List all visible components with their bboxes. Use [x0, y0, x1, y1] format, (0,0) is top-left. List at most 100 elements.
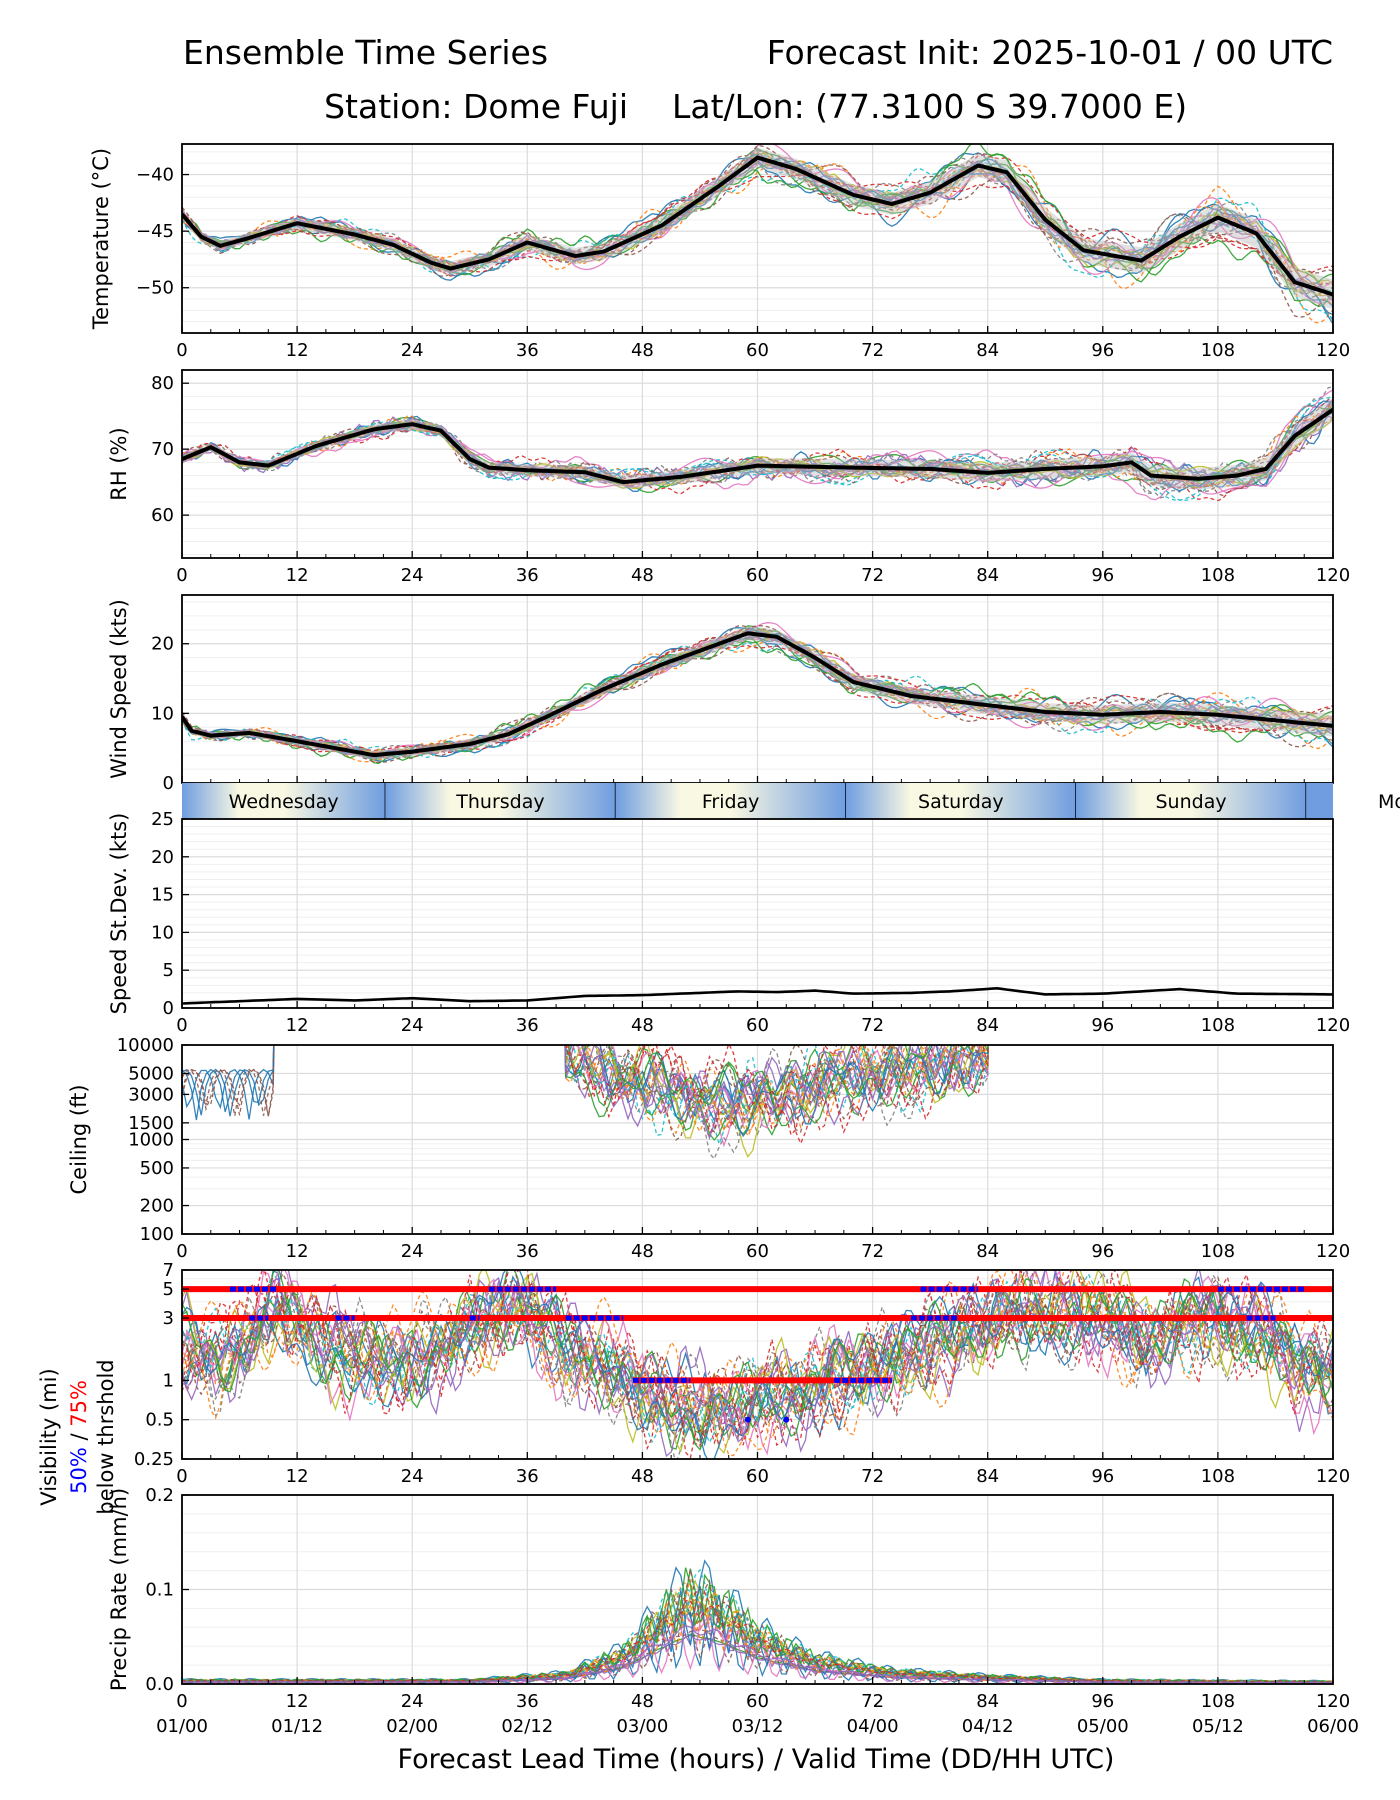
- y-tick-label: 1500: [128, 1113, 174, 1134]
- rh-panel: 0 12 24 36 48 60 72 84 96 108 120 60 70 80 RH (%): [107, 369, 1350, 586]
- x-tick-label: 96: [1091, 1015, 1114, 1036]
- y-axis-label: Temperature (°C): [89, 148, 113, 330]
- x-tick-label: 24: [401, 1691, 424, 1712]
- day-label: Sunday: [1155, 791, 1226, 813]
- speed-stdev-panel: 0 12 24 36 48 60 72 84 96 108 120 0 5 10 15 20 25 Speed S…: [107, 809, 1350, 1036]
- x-tick-label: 108: [1201, 1241, 1235, 1262]
- plot-area: [182, 1559, 1333, 1684]
- ensemble-member-line: [182, 400, 1333, 488]
- day-label: Friday: [702, 791, 760, 813]
- plot-area: [182, 1045, 990, 1161]
- ensemble-member-line: [564, 1045, 990, 1161]
- y-tick-label: −50: [136, 278, 174, 299]
- y-tick-label: 1: [163, 1370, 174, 1391]
- x-tick-label: 84: [976, 565, 999, 586]
- valid-time-label: 02/12: [501, 1716, 553, 1737]
- ensemble-member-line: [182, 396, 1333, 493]
- x-tick-label: 0: [176, 565, 187, 586]
- y-axis-label: RH (%): [107, 427, 131, 500]
- threshold-50-dot: [783, 1416, 790, 1423]
- x-tick-label: 60: [746, 565, 769, 586]
- ensemble-member-line: [182, 1569, 1333, 1683]
- y-tick-label: 5000: [128, 1063, 174, 1084]
- x-tick-label: 48: [631, 1466, 654, 1487]
- vis-label-50: 50%: [67, 1447, 91, 1494]
- x-tick-label: 108: [1201, 1466, 1235, 1487]
- x-tick-label: 60: [746, 1691, 769, 1712]
- ensemble-member-line: [182, 411, 1333, 493]
- ensemble-member-line: [182, 1270, 1333, 1459]
- y-tick-label: 5: [163, 960, 174, 981]
- ensemble-member-line: [182, 1045, 989, 1120]
- y-tick-label: 20: [151, 634, 174, 655]
- ensemble-member-line: [182, 625, 1333, 759]
- wind-speed-panel: 0 10 20 Wind Speed (kts): [107, 594, 1334, 794]
- ensemble-member-line: [564, 1045, 989, 1158]
- x-tick-label: 108: [1201, 1015, 1235, 1036]
- temperature-panel: 0 12 24 36 48 60 72 84 96 108 120 −50 −45 −40 Temperat…: [89, 143, 1350, 361]
- y-tick-label: 80: [151, 373, 174, 394]
- x-tick-label: 24: [401, 1466, 424, 1487]
- x-tick-label: 24: [401, 1241, 424, 1262]
- x-tick-label: 12: [286, 1691, 309, 1712]
- y-tick-label: 0.0: [145, 1674, 174, 1695]
- spread-band: [182, 398, 1333, 490]
- y-tick-label: 0.2: [145, 1485, 174, 1506]
- visibility-panel: 0 12 24 36 48 60 72 84 96 108 120 0.25 0.5 1 3 57: [134, 1260, 1350, 1487]
- station-label: Station: Dome Fuji: [324, 87, 628, 126]
- plot-area: [182, 386, 1333, 502]
- ensemble-member-line: [573, 1045, 989, 1147]
- plot-area: [182, 622, 1333, 765]
- ensemble-member-line: [565, 1045, 989, 1120]
- day-band: Wednesday Thursday Friday Saturday Sunday Mo: [182, 783, 1400, 819]
- y-tick-label: −40: [136, 165, 174, 186]
- ensemble-member-line: [182, 1278, 1333, 1443]
- day-label: Thursday: [455, 791, 544, 813]
- x-tick-label: 84: [976, 1466, 999, 1487]
- plot-area: [182, 1270, 1333, 1459]
- x-tick-label: 0: [176, 1241, 187, 1262]
- x-tick-label: 120: [1316, 565, 1350, 586]
- x-tick-label: 0: [176, 340, 187, 361]
- day-segment: [182, 783, 386, 819]
- x-tick-label: 12: [286, 565, 309, 586]
- vis-label-75: 75%: [67, 1380, 91, 1427]
- day-segment: [1075, 783, 1307, 819]
- ensemble-member-line: [182, 629, 1333, 755]
- x-tick-label: 96: [1091, 1691, 1114, 1712]
- y-tick-label: 10: [151, 703, 174, 724]
- vis-ylabel-bottom: below thrshold: [94, 1359, 118, 1514]
- y-axis-label: Speed St.Dev. (kts): [107, 813, 131, 1015]
- x-tick-label: 120: [1316, 1466, 1350, 1487]
- x-tick-label: 12: [286, 1241, 309, 1262]
- ensemble-member-line: [182, 1270, 1333, 1429]
- ensemble-member-line: [182, 645, 1333, 753]
- ensemble-member-line: [565, 1045, 988, 1135]
- ensemble-member-line: [182, 157, 1333, 325]
- x-tick-label: 0: [176, 1466, 187, 1487]
- x-tick-label: 60: [746, 1015, 769, 1036]
- ensemble-mean-line: [182, 631, 1333, 758]
- ensemble-member-line: [581, 1045, 964, 1128]
- x-tick-label: 48: [631, 1241, 654, 1262]
- y-tick-label: 0.25: [134, 1449, 174, 1470]
- day-label: Saturday: [918, 791, 1004, 813]
- x-tick-label: 36: [516, 1466, 539, 1487]
- y-tick-label: 15: [151, 885, 174, 906]
- ensemble-mean-line: [182, 155, 1333, 297]
- x-tick-label: 60: [746, 1241, 769, 1262]
- valid-time-label: 06/00: [1307, 1716, 1359, 1737]
- x-tick-label: 48: [631, 565, 654, 586]
- y-tick-label: 70: [151, 439, 174, 460]
- ensemble-mean-line: [182, 407, 1333, 485]
- x-tick-label: 24: [401, 1015, 424, 1036]
- x-tick-label: 84: [976, 340, 999, 361]
- x-tick-label: 120: [1316, 1015, 1350, 1036]
- y-tick-label: 100: [140, 1224, 174, 1245]
- valid-time-label: 01/00: [156, 1716, 208, 1737]
- ensemble-member-line: [564, 1045, 989, 1120]
- x-tick-label: 120: [1316, 340, 1350, 361]
- x-tick-label: 36: [516, 565, 539, 586]
- ensemble-mean-line: [182, 986, 1333, 1005]
